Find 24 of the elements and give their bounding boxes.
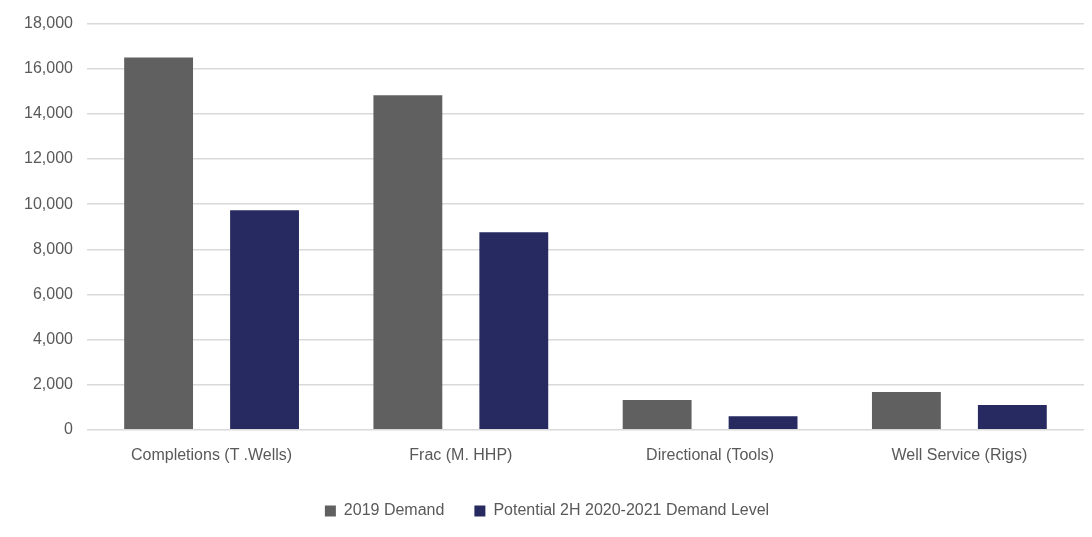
bar xyxy=(977,404,1047,430)
y-tick-label: 4,000 xyxy=(32,329,74,347)
y-tick-label: 8,000 xyxy=(32,239,74,257)
y-tick-label: 16,000 xyxy=(24,59,74,77)
bar xyxy=(871,392,941,430)
bar xyxy=(124,57,194,430)
x-tick-label: Frac (M. HHP) xyxy=(409,445,513,463)
bar xyxy=(622,400,692,430)
y-tick-label: 12,000 xyxy=(24,149,74,167)
y-tick-label: 6,000 xyxy=(32,284,74,302)
y-tick-label: 10,000 xyxy=(24,194,74,212)
y-tick-label: 0 xyxy=(64,420,74,438)
bar xyxy=(728,416,798,430)
x-tick-label: Well Service (Rigs) xyxy=(891,445,1028,463)
x-tick-label: Completions (T .Wells) xyxy=(130,445,293,463)
legend-label: Potential 2H 2020-2021 Demand Level xyxy=(493,501,770,519)
bar xyxy=(230,210,299,430)
bar xyxy=(479,232,549,430)
x-tick-label: Directional (Tools) xyxy=(646,445,775,463)
bar xyxy=(373,95,443,430)
y-tick-label: 2,000 xyxy=(32,375,74,393)
legend-label: 2019 Demand xyxy=(343,501,445,519)
y-tick-label: 14,000 xyxy=(24,104,74,122)
y-tick-label: 18,000 xyxy=(24,14,74,32)
